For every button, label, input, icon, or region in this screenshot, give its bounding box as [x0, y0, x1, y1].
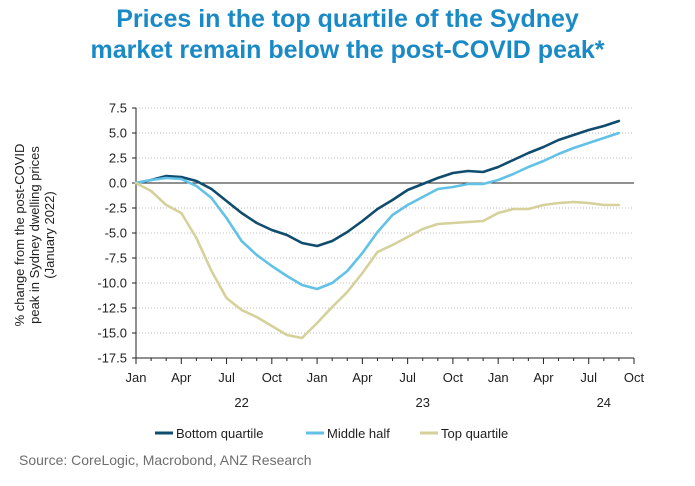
y-tick-label: -2.5 [105, 201, 127, 216]
y-tick-label: -12.5 [97, 301, 127, 316]
y-axis-label-line-1: % change from the post-COVID [12, 144, 27, 327]
series-line-top-quartile [134, 181, 621, 340]
legend: Bottom quartile Middle half Top quartile [155, 426, 508, 441]
chart-title: Prices in the top quartile of the Sydney… [0, 4, 695, 66]
x-tick-label: Apr [171, 370, 192, 385]
x-year-label: 23 [415, 395, 429, 410]
x-tick-label: Jan [307, 370, 328, 385]
y-tick-label: 2.5 [109, 151, 127, 166]
y-tick-label: -15.0 [97, 326, 127, 341]
x-tick-label: Jul [399, 370, 416, 385]
x-tick-label: Jan [488, 370, 509, 385]
series-lines [134, 119, 621, 340]
y-tick-label: 0.0 [109, 176, 127, 191]
x-tick-label: Oct [262, 370, 283, 385]
x-tick-label: Oct [624, 370, 645, 385]
y-axis-label-line-2: peak in Sydney dwelling prices [27, 146, 42, 324]
y-axis-label: % change from the post-COVID peak in Syd… [12, 144, 57, 327]
tick-labels: 7.5 5.0 2.5 0.0 -2.5 -5.0 -7.5 -10.0 -12.5 -15.0 -… [97, 101, 644, 411]
x-year-label: 22 [234, 395, 248, 410]
chart-title-line-1: Prices in the top quartile of the Sydney [116, 5, 579, 33]
x-tick-label: Apr [533, 370, 554, 385]
x-tick-label: Jul [218, 370, 235, 385]
source-note: Source: CoreLogic, Macrobond, ANZ Resear… [19, 452, 312, 468]
x-tick-label: Oct [443, 370, 464, 385]
y-tick-label: -5.0 [105, 226, 127, 241]
x-tick-label: Jul [580, 370, 597, 385]
series-line-bottom-quartile [134, 119, 621, 248]
y-tick-label: -17.5 [97, 351, 127, 366]
series-line-middle-half [134, 131, 621, 291]
y-tick-label: -10.0 [97, 276, 127, 291]
y-axis-label-line-3: (January 2022) [42, 191, 57, 278]
legend-label-middle-half: Middle half [327, 426, 390, 441]
gridlines [136, 107, 634, 359]
y-tick-label: 7.5 [109, 101, 127, 116]
x-tick-label: Jan [126, 370, 147, 385]
legend-label-bottom-quartile: Bottom quartile [176, 426, 263, 441]
chart-title-line-2: market remain below the post-COVID peak* [90, 36, 605, 64]
y-tick-label: -7.5 [105, 251, 127, 266]
legend-label-top-quartile: Top quartile [441, 426, 508, 441]
x-year-label: 24 [597, 395, 611, 410]
axes [132, 107, 635, 364]
y-tick-label: 5.0 [109, 126, 127, 141]
x-tick-label: Apr [352, 370, 373, 385]
